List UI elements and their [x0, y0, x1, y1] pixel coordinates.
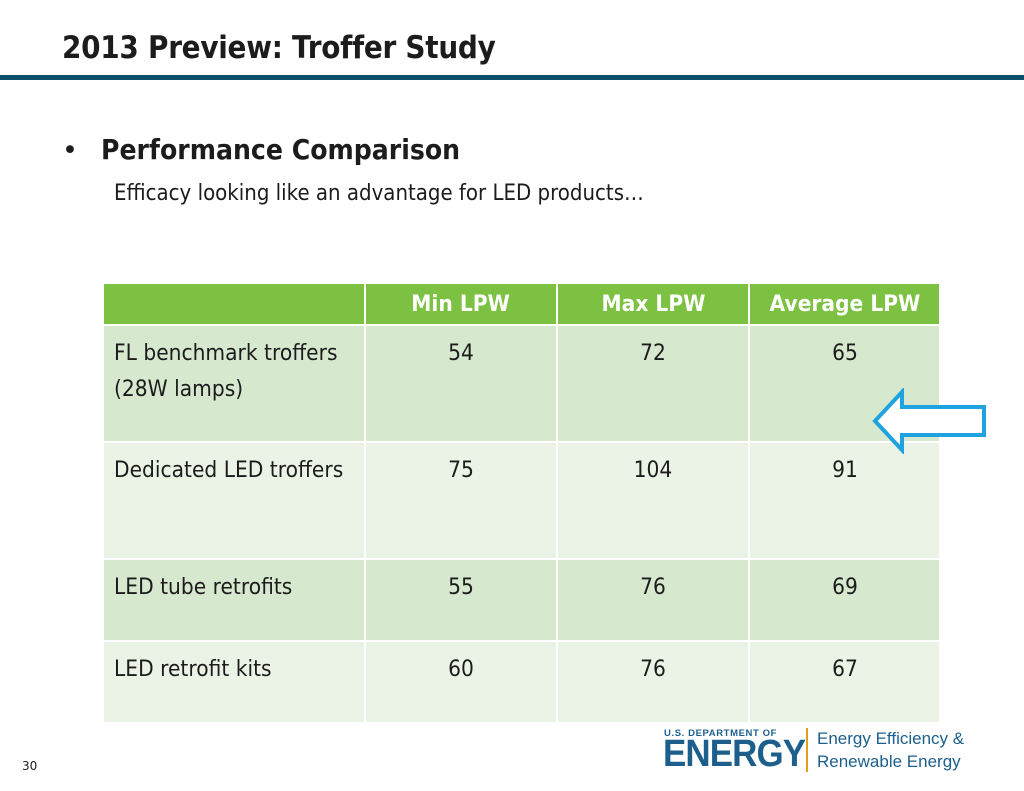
row-label-cell: LED retrofit kits [102, 640, 366, 724]
header-cell-max-lpw: Max LPW [556, 282, 750, 326]
average-lpw-cell: 65 [748, 324, 941, 443]
average-lpw-cell: 91 [748, 441, 941, 560]
doe-eere-logo: U.S. DEPARTMENT OF ENERGY Energy Efficie… [663, 726, 984, 776]
max-lpw-cell: 76 [556, 558, 750, 642]
table-row: LED retrofit kits 60 76 67 [102, 640, 941, 724]
left-arrow-icon [872, 388, 986, 454]
header-cell-empty [102, 282, 366, 326]
header-cell-average-lpw: Average LPW [748, 282, 941, 326]
section-subtext: Efficacy looking like an advantage for L… [114, 181, 644, 206]
min-lpw-cell: 60 [364, 640, 558, 724]
table-row: LED tube retrofits 55 76 69 [102, 558, 941, 642]
max-lpw-cell: 76 [556, 640, 750, 724]
logo-department-text: U.S. DEPARTMENT OF [664, 728, 778, 739]
min-lpw-cell: 54 [364, 324, 558, 443]
title-rule [0, 75, 1024, 80]
max-lpw-cell: 104 [556, 441, 750, 560]
logo-divider [806, 728, 808, 772]
table-header-row: Min LPW Max LPW Average LPW [102, 282, 941, 326]
row-label-cell: LED tube retrofits [102, 558, 366, 642]
average-lpw-cell: 67 [748, 640, 941, 724]
table-row: Dedicated LED troffers 75 104 91 [102, 441, 941, 560]
min-lpw-cell: 75 [364, 441, 558, 560]
max-lpw-cell: 72 [556, 324, 750, 443]
row-label-cell: FL benchmark troffers (28W lamps) [102, 324, 366, 443]
performance-table: Min LPW Max LPW Average LPW FL benchmark… [102, 282, 941, 724]
logo-energy-wordmark: ENERGY [663, 733, 806, 775]
logo-office-line-1: Energy Efficiency & [817, 729, 965, 748]
logo-office-line-2: Renewable Energy [817, 752, 961, 771]
min-lpw-cell: 55 [364, 558, 558, 642]
slide-title: 2013 Preview: Troffer Study [62, 30, 496, 66]
section-heading: Performance Comparison [101, 133, 461, 166]
bullet-marker: • [62, 135, 78, 166]
header-cell-min-lpw: Min LPW [364, 282, 558, 326]
page-number: 30 [22, 759, 38, 773]
table-row: FL benchmark troffers (28W lamps) 54 72 … [102, 324, 941, 443]
row-label-cell: Dedicated LED troffers [102, 441, 366, 560]
average-lpw-cell: 69 [748, 558, 941, 642]
